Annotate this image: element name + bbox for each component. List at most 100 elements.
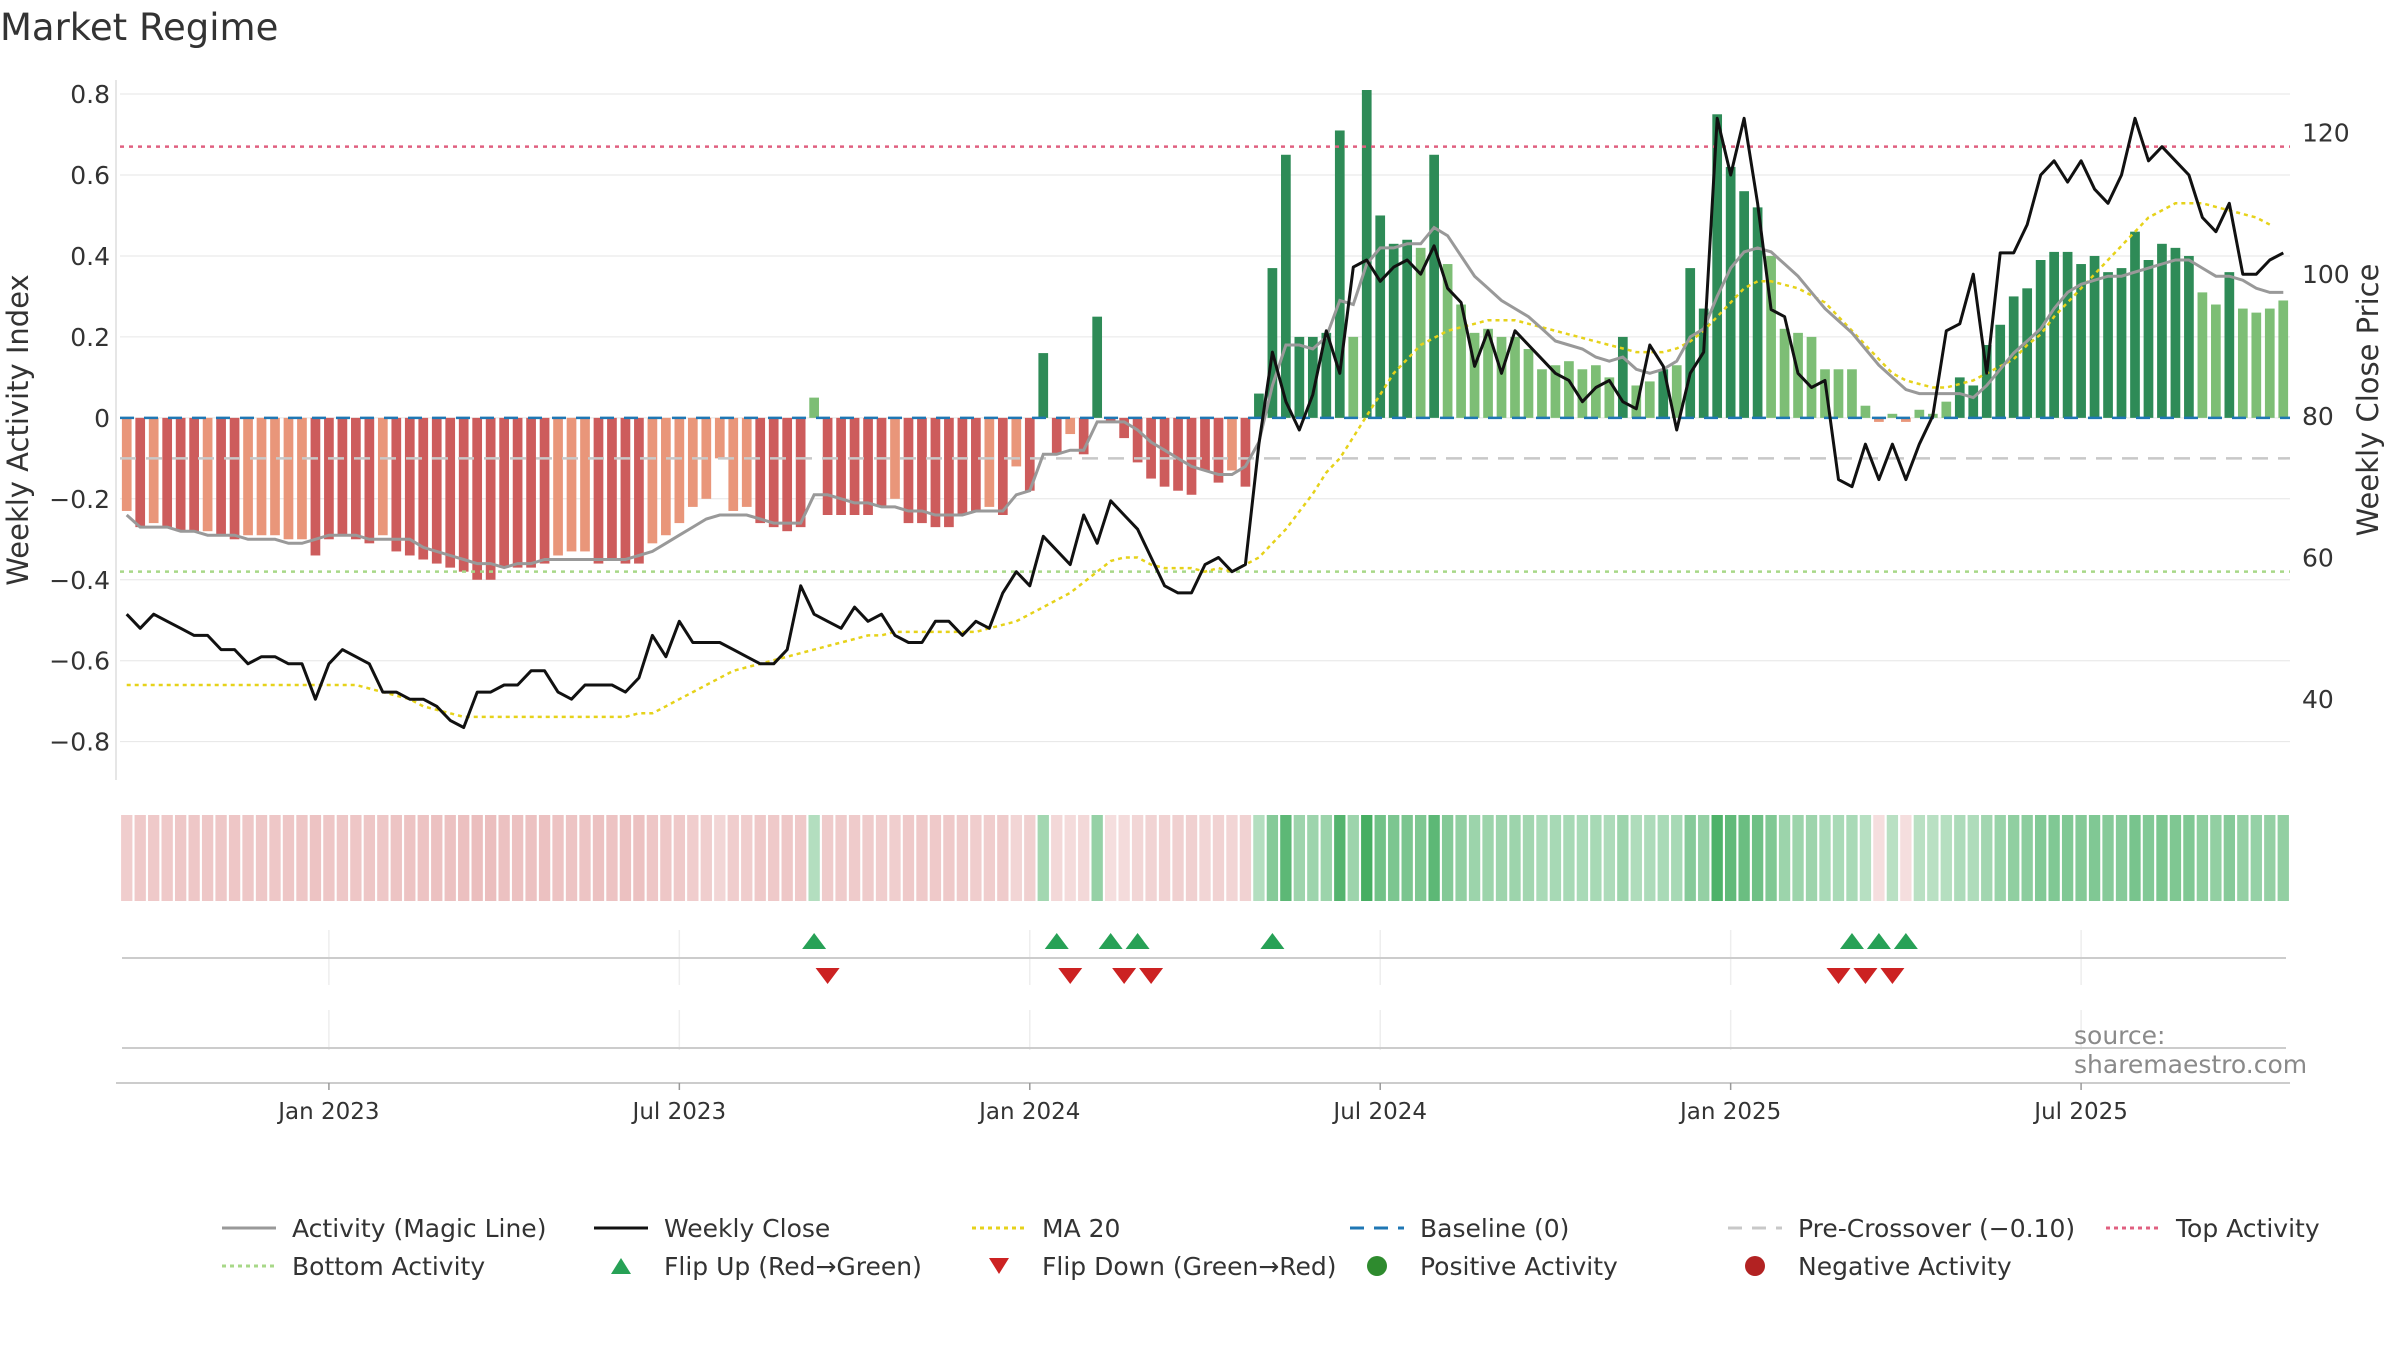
activity-bar — [148, 417, 159, 524]
line-dashed-gray-icon — [1728, 1226, 1782, 1230]
line-dotted-yellow-icon — [972, 1226, 1026, 1230]
regime-cell — [1347, 815, 1359, 901]
activity-bar — [1348, 336, 1359, 418]
activity-bar — [647, 417, 658, 544]
activity-bar — [229, 417, 240, 540]
flip-down-marker — [1112, 968, 1137, 984]
activity-bar — [795, 417, 806, 528]
activity-bar — [876, 417, 887, 507]
regime-cell — [1940, 815, 1952, 901]
regime-cell — [781, 815, 793, 901]
activity-bar — [1402, 239, 1413, 418]
regime-cell — [1549, 815, 1562, 901]
activity-bar — [337, 417, 348, 536]
activity-bar — [377, 417, 388, 536]
activity-bar — [1752, 207, 1763, 418]
activity-bar — [1011, 417, 1022, 467]
regime-cell — [1482, 815, 1494, 901]
activity-bar — [216, 417, 226, 536]
legend-item: Top Activity — [2104, 1210, 2320, 1246]
regime-cell — [1981, 815, 1993, 901]
activity-bar — [2224, 272, 2235, 418]
activity-bar — [755, 417, 766, 524]
regime-cell — [1873, 815, 1885, 901]
activity-bar — [2022, 288, 2033, 418]
activity-bar — [1240, 417, 1251, 487]
activity-bar — [1146, 417, 1156, 479]
regime-cell — [269, 815, 281, 901]
legend-label: Bottom Activity — [292, 1251, 486, 1281]
activity-bar — [1105, 417, 1116, 422]
regime-cell — [2277, 815, 2289, 901]
activity-bar — [1186, 417, 1197, 495]
activity-bar — [2264, 308, 2275, 418]
activity-bar — [1617, 336, 1628, 418]
regime-cell — [821, 815, 834, 901]
line-solid-gray-icon — [222, 1226, 276, 1230]
regime-cell — [929, 815, 942, 901]
regime-cell — [1307, 815, 1319, 901]
flip-down-marker — [1139, 968, 1164, 984]
activity-bar — [1591, 365, 1601, 418]
activity-bar — [121, 417, 132, 511]
legend-swatch — [611, 1258, 631, 1274]
regime-cell — [1266, 815, 1279, 901]
legend-label: Baseline (0) — [1420, 1213, 1570, 1243]
activity-bar — [2049, 251, 2059, 418]
regime-cell — [1724, 815, 1737, 901]
regime-cell — [794, 815, 807, 901]
y-tick-label: 0.6 — [70, 161, 110, 190]
regime-cell — [619, 815, 632, 901]
activity-bar — [1281, 154, 1291, 418]
y-tick-label: 0.4 — [70, 242, 110, 271]
regime-cell — [458, 815, 470, 901]
regime-cell — [1361, 815, 1373, 901]
activity-bar — [1483, 328, 1493, 418]
legend-item: Activity (Magic Line) — [220, 1210, 546, 1246]
activity-bar — [472, 417, 483, 580]
activity-bar — [1132, 417, 1143, 463]
activity-bar — [1968, 385, 1979, 418]
source-label: source: sharemaestro.com — [2074, 1021, 2308, 1079]
activity-bar — [1847, 369, 1857, 418]
regime-cell — [835, 815, 847, 901]
regime-cell — [1536, 815, 1548, 901]
triangle-up-icon — [611, 1258, 631, 1274]
regime-cell — [1091, 815, 1103, 901]
line-solid-black-icon — [594, 1226, 648, 1230]
regime-cell — [956, 815, 969, 901]
activity-bar — [863, 417, 873, 515]
y2-tick-label: 40 — [2302, 685, 2334, 714]
activity-bar — [1388, 243, 1399, 418]
activity-bar — [2008, 296, 2019, 418]
flip-up-marker — [1260, 933, 1285, 949]
legend-label: Flip Up (Red→Green) — [664, 1251, 922, 1281]
regime-cell — [1805, 815, 1818, 901]
regime-cell — [983, 815, 996, 901]
regime-cell — [471, 815, 483, 901]
regime-cell — [714, 815, 726, 901]
flip-up-marker — [1893, 933, 1918, 949]
regime-cell — [1495, 815, 1508, 901]
legend-swatch — [1367, 1256, 1387, 1276]
regime-cell — [606, 815, 618, 901]
activity-bar — [1065, 417, 1076, 435]
regime-cell — [228, 815, 241, 901]
activity-bar — [1092, 316, 1103, 418]
regime-cell — [1913, 815, 1926, 901]
activity-bar — [1806, 336, 1817, 418]
flip-up-marker — [1866, 933, 1891, 949]
activity-bar — [836, 417, 846, 515]
y2-tick-label: 80 — [2302, 402, 2334, 431]
regime-cell — [2169, 815, 2182, 901]
regime-cell — [444, 815, 456, 901]
activity-bar — [1644, 381, 1655, 418]
x-tick-label: Jul 2023 — [631, 1099, 727, 1125]
regime-cell — [1172, 815, 1184, 901]
activity-bar — [2076, 264, 2086, 418]
x-tick-label: Jan 2024 — [977, 1099, 1080, 1125]
regime-cell — [902, 815, 915, 901]
regime-cell — [1886, 815, 1899, 901]
activity-bar — [1267, 268, 1278, 418]
activity-bars — [121, 90, 2289, 580]
